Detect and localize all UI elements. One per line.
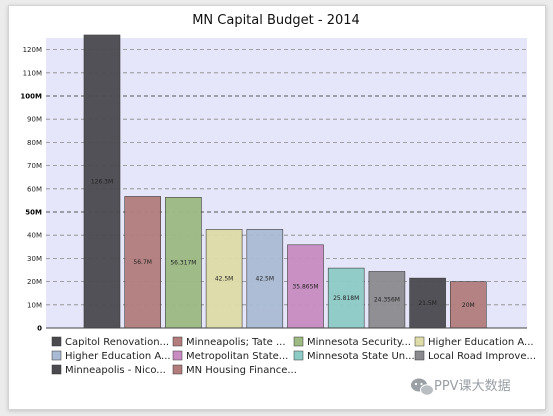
watermark-text: PPV课大数据 xyxy=(434,379,511,394)
legend-label: Higher Education A... xyxy=(428,337,534,348)
data-label: 35.865M xyxy=(292,283,318,290)
y-axis-ticks: 0 10M 20M 30M 40M 50M 60M 70M 80M 90M 100M 110M 120M xyxy=(20,46,42,332)
y-tick-label: 80M xyxy=(27,139,42,147)
legend-swatch xyxy=(172,336,183,347)
y-tick-label: 0 xyxy=(37,325,42,333)
data-label: 126.3M xyxy=(91,178,113,185)
data-label: 56.317M xyxy=(170,260,196,267)
legend-swatch xyxy=(172,350,183,361)
data-label: 42.5M xyxy=(256,276,275,283)
y-tick-label: 60M xyxy=(27,185,42,193)
legend-label: Minnesota Security... xyxy=(307,337,411,348)
watermark: PPV课大数据 xyxy=(411,378,511,396)
y-tick-label: 10M xyxy=(27,301,42,309)
legend-label: Capitol Renovation... xyxy=(65,337,169,348)
legend-label: Metropolitan State... xyxy=(186,351,288,362)
bar xyxy=(165,197,202,329)
legend-swatch xyxy=(293,336,304,347)
grid-lines xyxy=(46,49,527,306)
bar xyxy=(409,277,446,329)
y-tick-label: 50M xyxy=(25,209,42,217)
bar xyxy=(287,244,324,329)
legend-label: Local Road Improve... xyxy=(428,351,536,362)
chart-title: MN Capital Budget - 2014 xyxy=(192,13,360,28)
data-label: 24.356M xyxy=(374,297,400,304)
bar xyxy=(83,34,121,329)
bar xyxy=(368,271,406,329)
y-tick-label: 120M xyxy=(23,46,42,54)
y-tick-label: 100M xyxy=(20,93,42,101)
y-tick-label: 30M xyxy=(27,255,42,263)
y-tick-label: 90M xyxy=(27,116,42,124)
legend-swatch xyxy=(172,364,183,375)
data-label: 56.7M xyxy=(133,259,152,266)
data-label: 25.818M xyxy=(333,295,359,302)
bar xyxy=(449,281,487,329)
legend-swatch xyxy=(414,350,425,361)
legend-label: MN Housing Finance... xyxy=(186,365,297,376)
y-tick-label: 70M xyxy=(27,162,42,170)
y-tick-label: 110M xyxy=(23,69,42,77)
y-tick-label: 40M xyxy=(27,232,42,240)
data-labels: 126.3M 56.7M 56.317M 42.5M 42.5M 35.865M 25.81… xyxy=(91,178,475,308)
y-tick-label: 20M xyxy=(27,278,42,286)
bar xyxy=(246,229,284,329)
legend-label: Minneapolis - Nico... xyxy=(65,365,166,376)
bar xyxy=(124,196,161,329)
legend-label: Minnesota State Un... xyxy=(307,351,415,362)
data-label: 42.5M xyxy=(215,276,234,283)
legend-swatch xyxy=(293,350,304,361)
legend-swatch xyxy=(51,350,62,361)
legend-swatch xyxy=(51,364,62,375)
data-label: 20M xyxy=(462,302,475,309)
legend-label: Higher Education A... xyxy=(65,351,171,362)
data-label: 21.5M xyxy=(418,300,437,307)
bar xyxy=(327,267,365,329)
legend-swatch xyxy=(51,336,62,347)
legend: Capitol Renovation... Minneapolis; Tate .… xyxy=(51,336,536,376)
legend-swatch xyxy=(414,336,425,347)
legend-label: Minneapolis; Tate ... xyxy=(186,337,286,348)
wechat-icon xyxy=(411,378,434,396)
bars xyxy=(83,34,487,329)
